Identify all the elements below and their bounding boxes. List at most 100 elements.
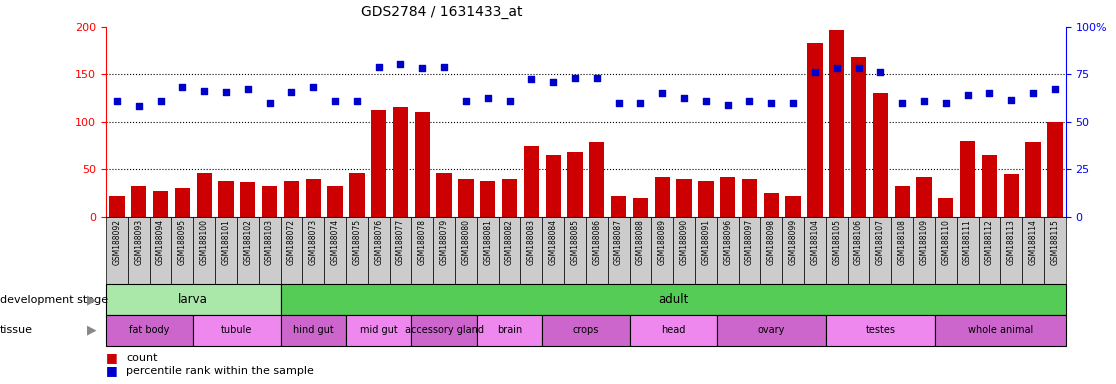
Text: ■: ■ — [106, 351, 118, 364]
Bar — [520, 217, 542, 284]
Bar — [869, 217, 892, 284]
Bar — [633, 198, 648, 217]
Point — [675, 95, 693, 101]
Bar — [760, 217, 782, 284]
Bar — [610, 196, 626, 217]
Text: whole animal: whole animal — [968, 325, 1033, 335]
Text: GSM188112: GSM188112 — [985, 219, 994, 265]
Bar — [237, 217, 259, 284]
Bar — [1047, 122, 1062, 217]
Bar — [193, 217, 215, 284]
Bar — [175, 189, 190, 217]
Text: ovary: ovary — [758, 325, 785, 335]
Text: GSM188081: GSM188081 — [483, 219, 492, 265]
Text: mid gut: mid gut — [359, 325, 397, 335]
Text: GSM188098: GSM188098 — [767, 219, 776, 265]
Point — [217, 89, 235, 96]
Text: GSM188109: GSM188109 — [920, 219, 929, 265]
Bar — [153, 191, 169, 217]
Bar — [826, 217, 848, 284]
Point — [522, 76, 540, 82]
Point — [959, 92, 976, 98]
Text: ■: ■ — [106, 364, 118, 377]
Text: ▶: ▶ — [87, 293, 97, 306]
Text: GSM188094: GSM188094 — [156, 219, 165, 265]
Bar — [739, 217, 760, 284]
Text: GSM188103: GSM188103 — [266, 219, 275, 265]
Bar — [499, 217, 520, 284]
Text: GSM188074: GSM188074 — [330, 219, 339, 265]
Point — [545, 79, 562, 85]
Bar — [172, 217, 193, 284]
Bar — [979, 217, 1000, 284]
Text: GSM188088: GSM188088 — [636, 219, 645, 265]
Point — [828, 65, 846, 71]
Bar — [283, 181, 299, 217]
Bar — [652, 217, 673, 284]
Point — [458, 98, 475, 104]
Point — [501, 98, 519, 104]
Text: fat body: fat body — [129, 325, 170, 335]
Bar — [589, 142, 605, 217]
Text: GSM188107: GSM188107 — [876, 219, 885, 265]
Point — [719, 102, 737, 108]
Point — [893, 100, 911, 106]
Bar — [873, 93, 888, 217]
Text: head: head — [661, 325, 685, 335]
Text: GSM188078: GSM188078 — [417, 219, 426, 265]
Point — [348, 98, 366, 104]
Bar — [720, 177, 735, 217]
Bar — [324, 217, 346, 284]
Bar — [415, 113, 430, 217]
Bar — [850, 57, 866, 217]
Text: GSM188079: GSM188079 — [440, 219, 449, 265]
Text: GSM188077: GSM188077 — [396, 219, 405, 265]
Bar — [982, 155, 997, 217]
Bar — [215, 217, 237, 284]
Text: GSM188111: GSM188111 — [963, 219, 972, 265]
Text: GSM188099: GSM188099 — [789, 219, 798, 265]
Point — [741, 98, 759, 104]
Bar — [389, 217, 412, 284]
Text: GSM188105: GSM188105 — [833, 219, 841, 265]
Bar — [459, 179, 473, 217]
Bar — [306, 179, 321, 217]
Bar — [150, 217, 172, 284]
Point — [129, 103, 147, 109]
Bar — [436, 173, 452, 217]
Bar — [782, 217, 804, 284]
Point — [413, 65, 431, 71]
Text: GSM188085: GSM188085 — [570, 219, 579, 265]
Text: GSM188115: GSM188115 — [1050, 219, 1059, 265]
Point — [981, 90, 999, 96]
Text: GSM188084: GSM188084 — [549, 219, 558, 265]
Bar — [673, 217, 695, 284]
Bar — [1000, 217, 1022, 284]
Bar — [240, 182, 256, 217]
Text: GSM188091: GSM188091 — [701, 219, 711, 265]
Bar — [327, 185, 343, 217]
Bar — [412, 217, 433, 284]
Bar — [1003, 174, 1019, 217]
Bar — [106, 217, 128, 284]
Point — [239, 86, 257, 92]
Bar — [848, 217, 869, 284]
Bar — [262, 185, 277, 217]
Bar — [1026, 142, 1041, 217]
Text: GSM188113: GSM188113 — [1007, 219, 1016, 265]
Text: GSM188096: GSM188096 — [723, 219, 732, 265]
Bar — [346, 217, 368, 284]
Text: GSM188100: GSM188100 — [200, 219, 209, 265]
Bar — [586, 217, 608, 284]
Bar — [1043, 217, 1066, 284]
Bar — [629, 217, 652, 284]
Point — [392, 61, 410, 67]
Bar — [219, 181, 233, 217]
Point — [849, 65, 867, 71]
Bar — [1022, 217, 1043, 284]
Bar — [480, 181, 496, 217]
Text: GSM188075: GSM188075 — [353, 219, 362, 265]
Bar — [131, 185, 146, 217]
Point — [1024, 90, 1042, 96]
Bar — [716, 217, 739, 284]
